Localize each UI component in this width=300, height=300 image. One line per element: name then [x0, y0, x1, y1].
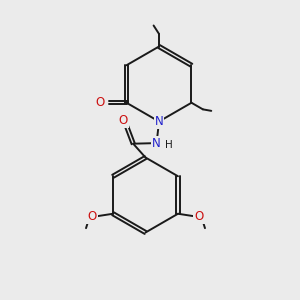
Text: O: O [194, 210, 204, 223]
Text: N: N [154, 115, 164, 128]
Text: O: O [87, 210, 97, 223]
Text: H: H [165, 140, 173, 150]
Text: O: O [118, 114, 127, 128]
Text: O: O [95, 96, 105, 109]
Text: N: N [152, 136, 161, 150]
